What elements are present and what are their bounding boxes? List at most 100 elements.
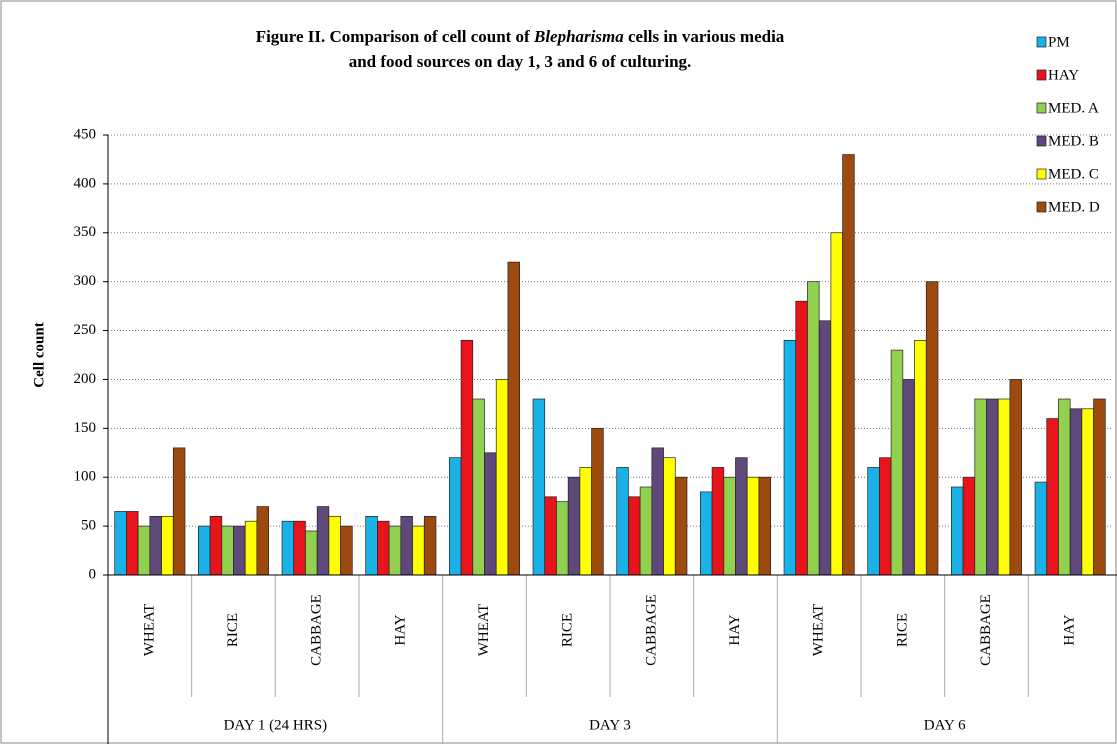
bar [724, 477, 736, 575]
x-tick-label: HAY [392, 614, 408, 645]
chart-title-line: and food sources on day 1, 3 and 6 of cu… [349, 52, 692, 71]
bar [556, 502, 568, 575]
bar [210, 516, 222, 575]
x-tick-label: WHEAT [476, 604, 492, 657]
bar [868, 467, 880, 575]
bar [843, 155, 855, 575]
y-tick-label: 450 [74, 126, 97, 142]
bar [533, 399, 545, 575]
bar [377, 521, 389, 575]
bar [664, 458, 676, 575]
bar [245, 521, 257, 575]
legend-label: MED. C [1048, 166, 1099, 182]
bar [926, 282, 938, 575]
x-tick-label: WHEAT [141, 604, 157, 657]
y-tick-label: 200 [74, 371, 97, 387]
bar [987, 399, 999, 575]
bar [473, 399, 485, 575]
x-tick-label: RICE [894, 613, 910, 647]
bar [401, 516, 413, 575]
chart-title-line: Figure II. Comparison of cell count of B… [256, 27, 785, 46]
x-tick-label: RICE [560, 613, 576, 647]
bar [712, 467, 724, 575]
bar [819, 321, 831, 575]
bar [294, 521, 306, 575]
bar [1010, 379, 1022, 575]
title-part: cells in various media [624, 27, 785, 46]
bar [592, 428, 604, 575]
x-tick-label: CABBAGE [978, 594, 994, 666]
x-tick-label: HAY [727, 614, 743, 645]
bar [282, 521, 294, 575]
bar [389, 526, 401, 575]
bar [1094, 399, 1106, 575]
x-tick-label: CABBAGE [309, 594, 325, 666]
bar [617, 467, 629, 575]
bar [545, 497, 557, 575]
bar [305, 531, 317, 575]
y-tick-label: 350 [74, 224, 97, 240]
bar [173, 448, 185, 575]
legend-swatch [1037, 202, 1046, 212]
bar [807, 282, 819, 575]
bar [951, 487, 963, 575]
bar [138, 526, 150, 575]
chart-frame [1, 1, 1116, 743]
bar [234, 526, 246, 575]
y-tick-label: 150 [74, 420, 97, 436]
bar [736, 458, 748, 575]
bar [628, 497, 640, 575]
x-tick-label: HAY [1062, 614, 1078, 645]
bar [341, 526, 353, 575]
y-axis-label: Cell count [31, 322, 47, 387]
y-tick-label: 0 [89, 566, 97, 582]
bar [700, 492, 712, 575]
legend-swatch [1037, 169, 1046, 179]
bar [784, 340, 796, 575]
y-tick-label: 300 [74, 273, 97, 289]
bar [317, 507, 329, 575]
group-label: DAY 1 (24 HRS) [224, 717, 327, 733]
bar [461, 340, 473, 575]
legend-label: HAY [1048, 67, 1079, 83]
bar [759, 477, 771, 575]
bar [485, 453, 497, 575]
bar [1058, 399, 1070, 575]
title-part: and food sources on day 1, 3 and 6 of cu… [349, 52, 692, 71]
group-label: DAY 3 [589, 717, 631, 733]
bar [198, 526, 210, 575]
bar [329, 516, 341, 575]
y-tick-label: 250 [74, 322, 97, 338]
bar [975, 399, 987, 575]
bar [963, 477, 975, 575]
bar [257, 507, 269, 575]
bar [891, 350, 903, 575]
bar [1082, 409, 1094, 575]
legend-label: MED. A [1048, 100, 1099, 116]
bar [413, 526, 425, 575]
bar [747, 477, 759, 575]
legend-swatch [1037, 103, 1046, 113]
bar [580, 467, 592, 575]
bar [366, 516, 378, 575]
x-tick-label: RICE [225, 613, 241, 647]
bar [1035, 482, 1047, 575]
chart: Figure II. Comparison of cell count of B… [0, 0, 1117, 744]
group-label: DAY 6 [924, 717, 966, 733]
legend-label: PM [1048, 34, 1070, 50]
x-tick-label: WHEAT [811, 604, 827, 657]
y-tick-label: 50 [81, 518, 96, 534]
title-part: Figure II. Comparison of cell count of [256, 27, 534, 46]
legend-swatch [1037, 70, 1046, 80]
bar [222, 526, 234, 575]
bar [568, 477, 580, 575]
bar [496, 379, 508, 575]
legend-swatch [1037, 37, 1046, 47]
bar [1070, 409, 1082, 575]
bar [998, 399, 1010, 575]
bar [675, 477, 687, 575]
y-tick-label: 100 [74, 469, 97, 485]
bar [115, 511, 127, 575]
bar [903, 379, 915, 575]
bar [796, 301, 808, 575]
